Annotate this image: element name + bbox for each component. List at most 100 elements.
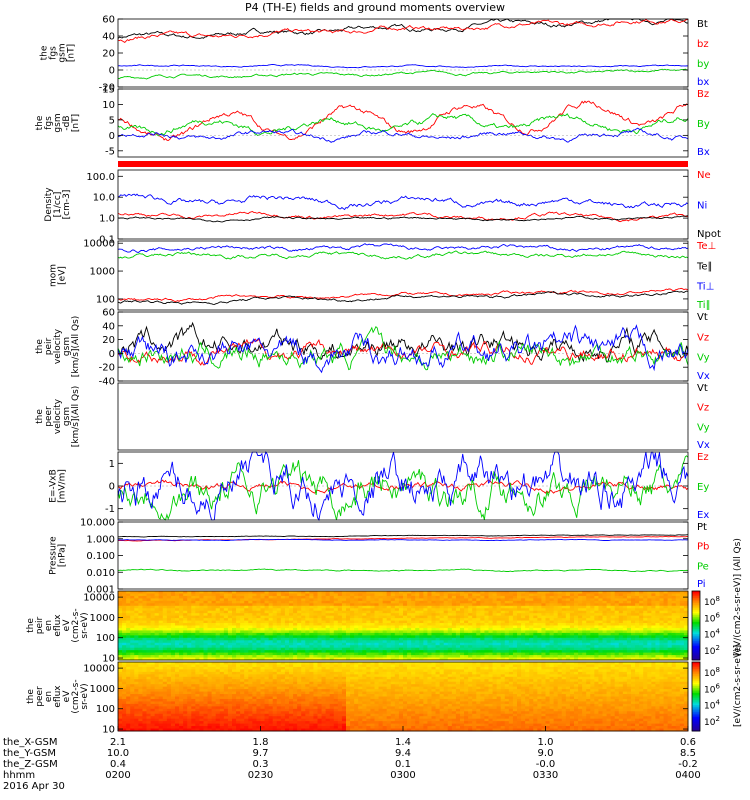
spectrogram-cell: [207, 703, 213, 707]
spectrogram-cell: [313, 605, 318, 609]
spectrogram-cell: [240, 647, 245, 651]
spectrogram-cell: [366, 637, 371, 641]
spectrogram-cell: [260, 598, 266, 602]
spectrogram-cell: [309, 613, 314, 617]
spectrogram-cell: [557, 595, 563, 599]
spectrogram-cell: [305, 625, 310, 629]
spectrogram-cell: [545, 591, 551, 594]
spectrogram-cell: [162, 691, 168, 695]
spectrogram-cell: [264, 650, 270, 654]
spectrogram-cell: [175, 642, 180, 646]
spectrogram-cell: [154, 706, 160, 710]
spectrogram-cell: [211, 605, 217, 609]
spectrogram-cell: [635, 603, 640, 607]
spectrogram-cell: [655, 620, 660, 624]
spectrogram-cell: [162, 684, 168, 688]
spectrogram-cell: [183, 613, 188, 617]
spectrogram-cell: [122, 726, 127, 730]
spectrogram-cell: [333, 615, 339, 619]
spectrogram-cell: [545, 627, 551, 631]
spectrogram-cell: [594, 650, 599, 654]
spectrogram-cell: [166, 689, 172, 693]
legend-label: bz: [697, 39, 709, 50]
spectrogram-cell: [166, 598, 172, 602]
spectrogram-cell: [366, 603, 371, 607]
spectrogram-cell: [134, 591, 139, 594]
spectrogram-cell: [284, 637, 290, 641]
spectrogram-cell: [606, 613, 612, 617]
spectrogram-cell: [195, 635, 200, 639]
spectrogram-cell: [179, 691, 184, 695]
spectrogram-cell: [232, 610, 237, 614]
spectrogram-cell: [679, 593, 685, 597]
spectrogram-cell: [170, 613, 176, 617]
spectrogram-cell: [150, 696, 156, 700]
spectrogram-cell: [264, 655, 270, 659]
spectrogram-cell: [256, 630, 261, 634]
spectrogram-cell: [431, 632, 437, 636]
spectrogram-cell: [297, 647, 302, 651]
spectrogram-cell: [333, 618, 339, 622]
spectrogram-cell: [211, 627, 217, 631]
spectrogram-cell: [118, 728, 123, 732]
spectrogram-cell: [199, 615, 204, 619]
spectrogram-cell: [480, 650, 485, 654]
spectrogram-cell: [468, 650, 473, 654]
spectrogram-cell: [280, 647, 286, 651]
spectrogram-cell: [219, 716, 225, 720]
spectrogram-cell: [346, 647, 351, 651]
spectrogram-cell: [565, 645, 571, 649]
spectrogram-cell: [569, 657, 575, 661]
spectrogram-cell: [289, 630, 294, 634]
spectrogram-cell: [211, 716, 217, 720]
spectrogram-cell: [394, 608, 400, 612]
spectrogram-cell: [382, 593, 388, 597]
spectrogram-cell: [276, 625, 282, 629]
y-axis-label: eflux: [53, 614, 63, 637]
spectrogram-cell: [346, 635, 351, 639]
spectrogram-cell: [427, 608, 432, 612]
spectrogram-cell: [138, 600, 143, 604]
spectrogram-cell: [350, 595, 355, 599]
spectrogram-cell: [146, 716, 152, 720]
spectrogram-cell: [451, 632, 457, 636]
spectrogram-cell: [126, 593, 131, 597]
spectrogram-cell: [166, 666, 172, 670]
spectrogram-cell: [476, 603, 481, 607]
spectrogram-cell: [651, 647, 656, 651]
spectrogram-cell: [366, 600, 371, 604]
spectrogram-cell: [264, 603, 270, 607]
spectrogram-cell: [118, 721, 123, 725]
spectrogram-cell: [126, 726, 131, 730]
spectrogram-cell: [142, 691, 147, 695]
spectrogram-cell: [582, 591, 587, 594]
spectrogram-cell: [569, 603, 575, 607]
spectrogram-cell: [236, 640, 241, 644]
spectrogram-cell: [415, 630, 420, 634]
spectrogram-cell: [362, 642, 367, 646]
spectrogram-cell: [683, 650, 689, 654]
spectrogram-cell: [142, 706, 147, 710]
spectrogram-cell: [378, 637, 384, 641]
spectrogram-cell: [150, 686, 156, 690]
spectrogram-cell: [207, 666, 213, 670]
spectrogram-cell: [582, 610, 587, 614]
spectrogram-cell: [382, 600, 388, 604]
spectrogram-cell: [358, 608, 363, 612]
spectrogram-cell: [565, 655, 571, 659]
spectrogram-cell: [659, 632, 665, 636]
spectrogram-cell: [293, 613, 298, 617]
spectrogram-cell: [468, 630, 473, 634]
spectrogram-cell: [118, 650, 123, 654]
spectrogram-cell: [179, 600, 184, 604]
spectrogram-cell: [492, 623, 498, 626]
spectrogram-cell: [244, 652, 249, 656]
spectrogram-cell: [386, 598, 392, 602]
spectrogram-cell: [407, 642, 412, 646]
spectrogram-cell: [150, 713, 156, 717]
spectrogram-cell: [154, 679, 160, 683]
spectrogram-cell: [602, 640, 608, 644]
spectrogram-cell: [227, 632, 233, 636]
spectrogram-cell: [289, 603, 294, 607]
